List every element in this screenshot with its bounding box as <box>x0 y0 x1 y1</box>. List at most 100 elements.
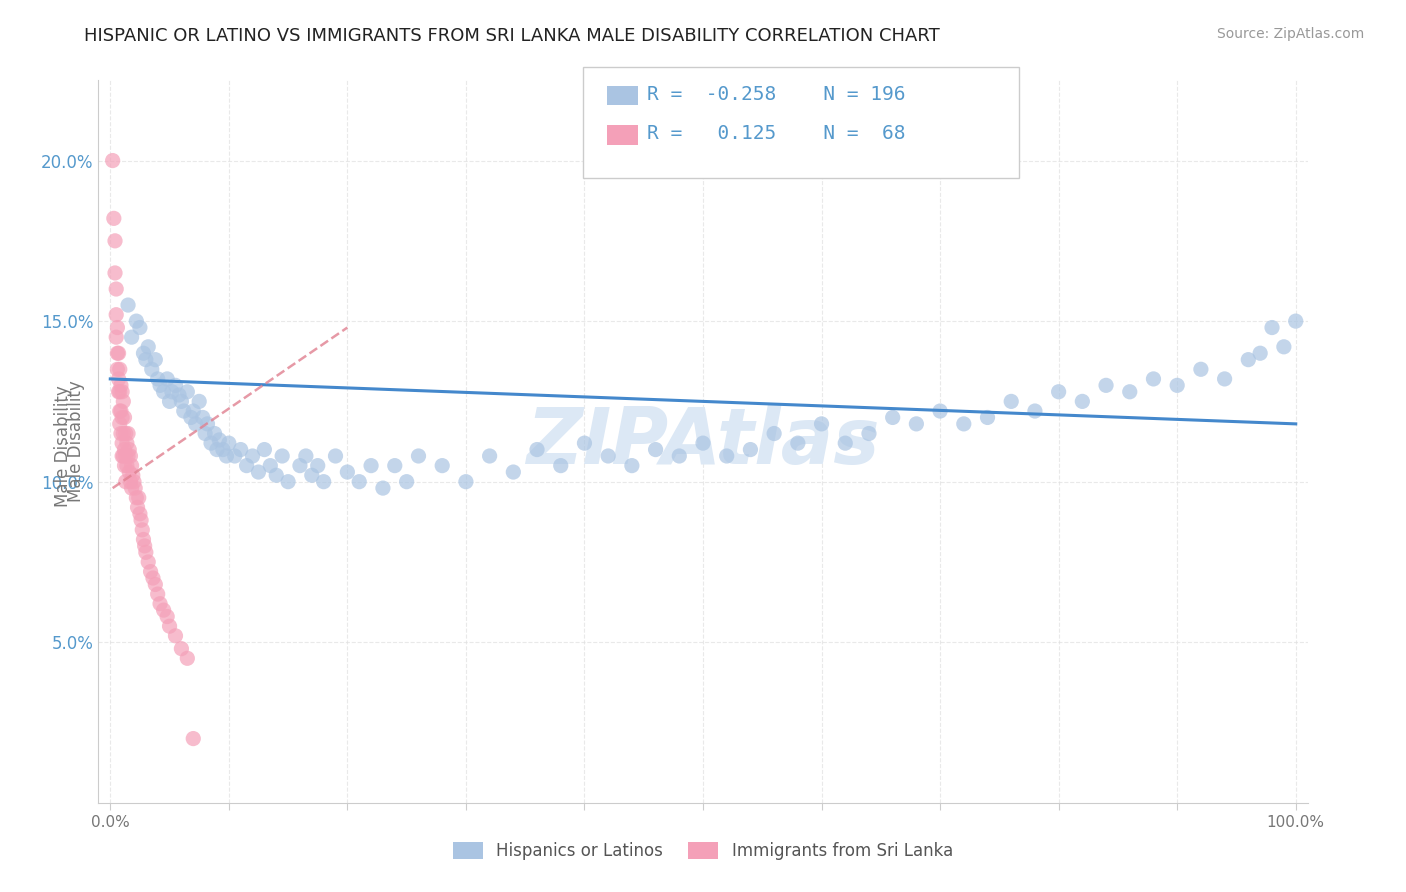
Point <box>136 340 159 354</box>
Point <box>810 417 832 431</box>
Point <box>197 417 219 431</box>
Point <box>112 394 135 409</box>
Point <box>454 475 477 489</box>
Point <box>117 449 139 463</box>
Point <box>1071 394 1094 409</box>
Point <box>763 426 786 441</box>
Point <box>167 388 190 402</box>
Point <box>277 475 299 489</box>
Point <box>156 372 179 386</box>
Point <box>112 426 135 441</box>
Point <box>129 513 152 527</box>
Point <box>105 308 128 322</box>
Point <box>134 539 156 553</box>
Point <box>128 491 150 505</box>
Point <box>1142 372 1164 386</box>
Point <box>108 362 131 376</box>
Point <box>152 384 174 399</box>
Point <box>110 426 132 441</box>
Point <box>108 384 131 399</box>
Point <box>360 458 382 473</box>
Point <box>200 436 222 450</box>
Point <box>125 491 148 505</box>
Point <box>1119 384 1142 399</box>
Point <box>104 234 127 248</box>
Point <box>218 436 240 450</box>
Point <box>120 475 142 489</box>
Point <box>159 394 181 409</box>
Point <box>716 449 738 463</box>
Point <box>108 417 131 431</box>
Point <box>295 449 318 463</box>
Point <box>235 458 257 473</box>
Point <box>149 378 172 392</box>
Text: R =   0.125    N =  68: R = 0.125 N = 68 <box>647 124 905 144</box>
Point <box>432 458 454 473</box>
Text: Male Disability: Male Disability <box>55 385 72 507</box>
Point <box>395 475 418 489</box>
Text: Source: ZipAtlas.com: Source: ZipAtlas.com <box>1216 27 1364 41</box>
Point <box>620 458 643 473</box>
Point <box>135 352 157 367</box>
Point <box>598 449 620 463</box>
Point <box>371 481 394 495</box>
Point <box>502 465 524 479</box>
Point <box>105 362 128 376</box>
Point <box>1261 320 1284 334</box>
Point <box>905 417 928 431</box>
Point <box>264 468 287 483</box>
Point <box>181 404 204 418</box>
Point <box>173 404 195 418</box>
Point <box>215 449 238 463</box>
Point <box>1237 352 1260 367</box>
Point <box>976 410 998 425</box>
Y-axis label: Male Disability: Male Disability <box>66 381 84 502</box>
Point <box>121 458 143 473</box>
Point <box>105 282 128 296</box>
Point <box>668 449 690 463</box>
Point <box>107 372 129 386</box>
Point <box>204 426 226 441</box>
Point <box>105 320 128 334</box>
Point <box>149 597 172 611</box>
Point <box>118 442 141 457</box>
Point <box>181 731 204 746</box>
Point <box>135 545 157 559</box>
Point <box>117 426 139 441</box>
Point <box>526 442 548 457</box>
Point <box>786 436 808 450</box>
Point <box>139 565 162 579</box>
Point <box>1272 340 1295 354</box>
Text: HISPANIC OR LATINO VS IMMIGRANTS FROM SRI LANKA MALE DISABILITY CORRELATION CHAR: HISPANIC OR LATINO VS IMMIGRANTS FROM SR… <box>84 27 941 45</box>
Point <box>114 458 136 473</box>
Point <box>103 211 125 226</box>
Point <box>692 436 714 450</box>
Point <box>312 475 335 489</box>
Point <box>111 449 134 463</box>
Point <box>858 426 880 441</box>
Point <box>336 465 359 479</box>
Point <box>550 458 572 473</box>
Point <box>834 436 856 450</box>
Point <box>143 352 166 367</box>
Point <box>740 442 762 457</box>
Point <box>122 475 145 489</box>
Point <box>253 442 276 457</box>
Point <box>142 571 165 585</box>
Point <box>114 449 136 463</box>
Point <box>127 500 149 515</box>
Point <box>247 465 270 479</box>
Point <box>129 320 152 334</box>
Point <box>1000 394 1022 409</box>
Point <box>115 458 138 473</box>
Text: R =  -0.258    N = 196: R = -0.258 N = 196 <box>647 85 905 104</box>
Point <box>146 587 169 601</box>
Point <box>131 523 153 537</box>
Point <box>107 384 129 399</box>
Point <box>114 475 136 489</box>
Point <box>307 458 329 473</box>
Point <box>160 384 183 399</box>
Point <box>112 449 135 463</box>
Point <box>105 330 128 344</box>
Point <box>208 433 231 447</box>
